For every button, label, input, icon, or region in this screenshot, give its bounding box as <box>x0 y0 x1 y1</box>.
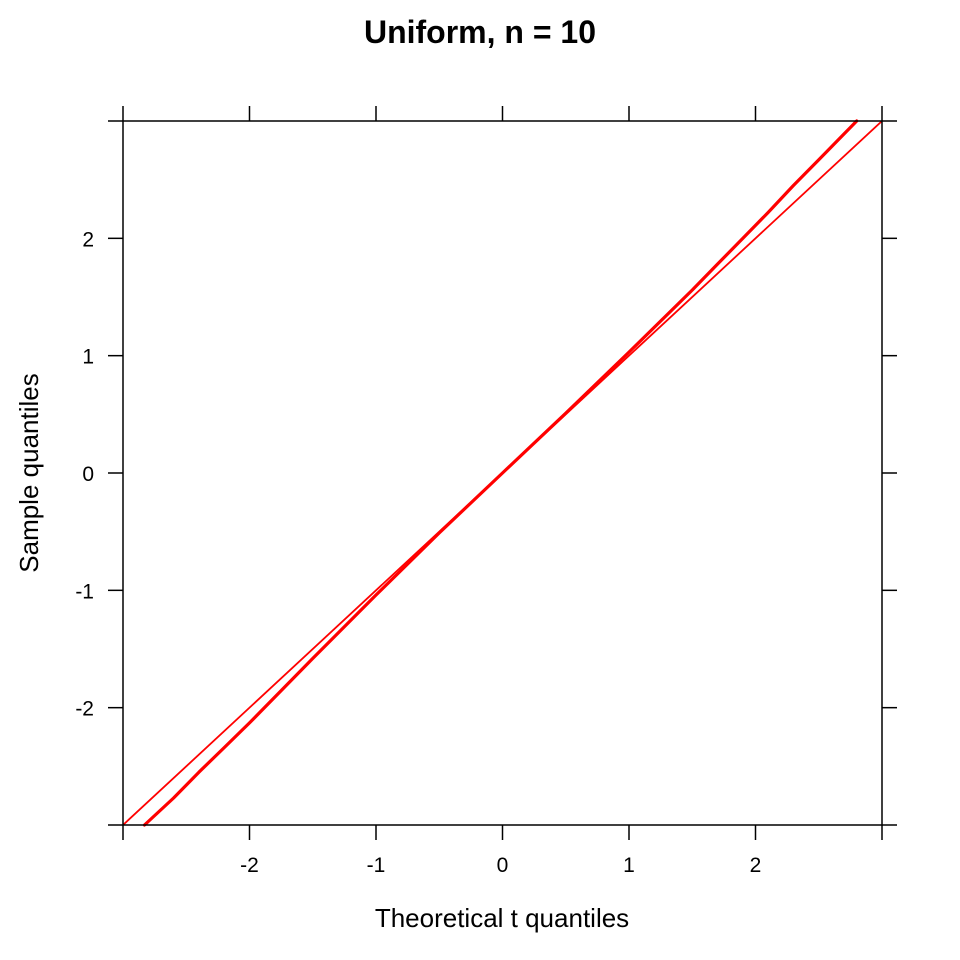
plot-lines <box>122 119 883 827</box>
plot-frame <box>122 120 883 826</box>
y-tick-label: -2 <box>75 698 94 721</box>
x-tick-label: 1 <box>623 854 635 877</box>
y-tick-label: 2 <box>82 228 94 251</box>
x-axis-label: Theoretical t quantiles <box>375 903 629 933</box>
y-tick-label: -1 <box>75 580 94 603</box>
quantile-curve <box>142 119 859 827</box>
chart-title: Uniform, n = 10 <box>364 14 596 50</box>
tick-labels: -2 -1 0 1 2 -2 -1 0 1 2 <box>75 228 761 877</box>
x-tick-label: 0 <box>497 854 509 877</box>
x-tick-label: 2 <box>750 854 762 877</box>
y-tick-label: 0 <box>82 463 94 486</box>
x-tick-label: -1 <box>367 854 386 877</box>
y-tick-label: 1 <box>82 346 94 369</box>
x-tick-label: -2 <box>240 854 259 877</box>
y-axis-label: Sample quantiles <box>14 373 44 572</box>
axis-ticks <box>108 106 897 840</box>
